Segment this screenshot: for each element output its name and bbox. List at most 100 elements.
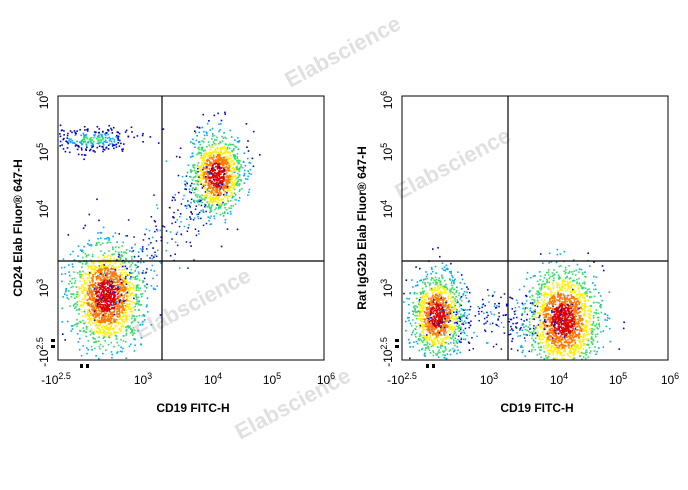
event-dot	[101, 303, 103, 306]
event-dot	[110, 300, 112, 302]
event-dot	[138, 304, 140, 306]
event-dot	[450, 316, 453, 319]
event-dot	[105, 297, 107, 300]
event-dot	[222, 215, 225, 217]
event-dot	[197, 147, 199, 149]
event-dot	[558, 319, 561, 322]
event-dot	[59, 140, 62, 143]
event-dot	[128, 308, 130, 310]
event-dot	[89, 297, 91, 299]
event-dot	[92, 299, 95, 302]
event-dot	[199, 195, 201, 197]
event-dot	[444, 279, 446, 282]
event-dot	[132, 306, 135, 309]
event-dot	[99, 278, 102, 280]
event-dot	[215, 156, 218, 159]
event-dot	[201, 159, 204, 162]
event-dot	[588, 317, 591, 319]
event-dot	[103, 267, 105, 269]
event-dot	[441, 310, 444, 312]
event-dot	[131, 329, 134, 331]
event-dot	[162, 128, 165, 130]
event-dot	[120, 330, 122, 332]
event-dot	[97, 324, 100, 327]
event-dot	[565, 290, 567, 293]
event-dot	[201, 146, 204, 148]
event-dot	[173, 197, 175, 199]
event-dot	[230, 174, 233, 177]
event-dot	[210, 145, 213, 148]
event-dot	[213, 175, 216, 178]
event-dot	[434, 304, 437, 306]
event-dot	[191, 182, 193, 185]
event-dot	[414, 328, 416, 330]
event-dot	[160, 236, 162, 238]
event-dot	[192, 138, 194, 141]
event-dot	[156, 207, 159, 210]
event-dot	[453, 330, 456, 333]
event-dot	[403, 301, 405, 303]
event-dot	[458, 324, 460, 326]
event-dot	[107, 307, 110, 310]
event-dot	[575, 321, 577, 324]
event-dot	[429, 335, 432, 337]
event-dot	[423, 305, 425, 308]
event-dot	[91, 272, 93, 274]
event-dot	[126, 283, 129, 286]
event-dot	[202, 157, 204, 160]
event-dot	[63, 137, 65, 140]
event-dot	[214, 169, 217, 172]
event-dot	[238, 179, 240, 181]
event-dot	[102, 290, 104, 293]
event-dot	[156, 285, 158, 287]
event-dot	[105, 326, 107, 328]
event-dot	[622, 327, 625, 330]
event-dot	[200, 209, 202, 212]
event-dot	[555, 341, 557, 343]
event-dot	[443, 266, 446, 268]
event-dot	[73, 271, 75, 273]
event-dot	[510, 325, 512, 328]
event-dot	[89, 333, 92, 336]
event-dot	[556, 353, 558, 356]
event-dot	[113, 141, 116, 143]
event-dot	[113, 307, 116, 309]
event-dot	[81, 285, 83, 287]
event-dot	[117, 344, 120, 347]
event-dot	[185, 188, 187, 191]
event-dot	[98, 291, 101, 293]
event-dot	[96, 315, 99, 318]
event-dot	[154, 221, 156, 223]
event-dot	[114, 303, 117, 306]
event-dot	[208, 151, 210, 154]
event-dot	[440, 342, 443, 344]
event-dot	[439, 319, 442, 321]
event-dot	[445, 300, 448, 302]
event-dot	[101, 318, 103, 320]
event-dot	[145, 305, 148, 308]
event-dot	[108, 279, 111, 281]
event-dot	[91, 265, 93, 267]
event-dot	[107, 236, 109, 239]
event-dot	[201, 187, 204, 189]
event-dot	[455, 301, 458, 304]
event-dot	[83, 288, 85, 290]
event-dot	[96, 304, 99, 306]
event-dot	[440, 295, 442, 297]
event-dot	[119, 278, 122, 281]
event-dot	[110, 284, 112, 286]
event-dot	[63, 266, 66, 269]
event-dot	[112, 126, 115, 129]
event-dot	[218, 179, 220, 181]
event-dot	[214, 159, 217, 161]
event-dot	[453, 327, 456, 329]
event-dot	[240, 165, 242, 168]
event-dot	[437, 320, 440, 322]
event-dot	[197, 176, 199, 178]
y-axis-left: 106 105 104 103 -102.5 CD24 Elab Fluor® …	[11, 91, 55, 367]
event-dot	[547, 271, 550, 273]
event-dot	[457, 349, 459, 352]
event-dot	[209, 161, 211, 163]
event-dot	[106, 293, 108, 296]
event-dot	[214, 194, 216, 196]
